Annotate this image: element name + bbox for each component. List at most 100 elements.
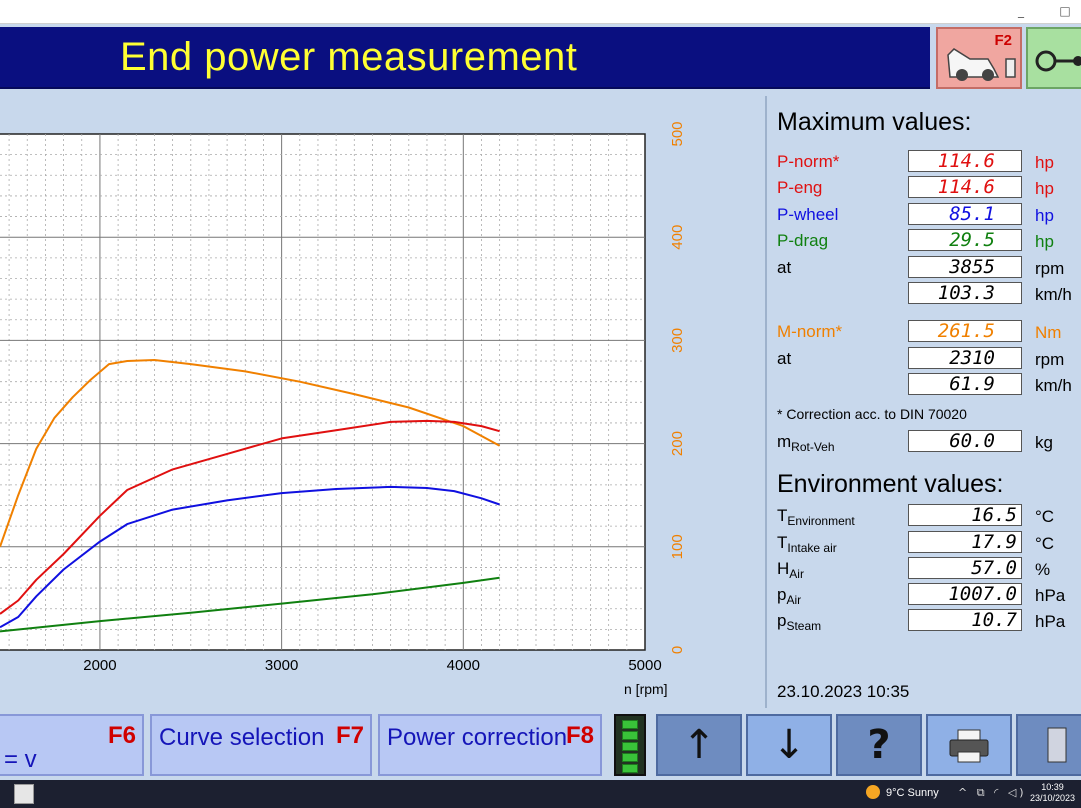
p-norm-label: P-norm* (777, 152, 840, 171)
y2-tick-label: 300 (669, 328, 686, 353)
row-t-env: TEnvironment 16.5 °C (777, 504, 1081, 528)
arrow-up-button[interactable]: ↑ (656, 714, 742, 776)
at-rpm-value: 3855 (908, 256, 1022, 278)
p-drag-value: 29.5 (908, 229, 1022, 251)
row-p-wheel: P-wheel 85.1 hp (777, 203, 1081, 227)
f6-sub-label: = v (4, 746, 37, 773)
series-line-p_wheel (0, 485, 500, 629)
p-steam-label: pSteam (777, 611, 822, 633)
series-line-p_drag (0, 576, 500, 633)
speed-2-unit: km/h (1035, 376, 1072, 395)
values-panel: Maximum values: P-norm* 114.6 hp P-eng 1… (765, 96, 1081, 708)
x-tick-label: 3000 (265, 657, 298, 674)
at-rpm-2-label: at (777, 349, 792, 368)
p-norm-value: 114.6 (908, 150, 1022, 172)
row-p-eng: P-eng 114.6 hp (777, 176, 1081, 200)
f6-key-label: F6 (107, 722, 136, 749)
h-air-value: 57.0 (908, 557, 1022, 579)
x-tick-label: 2000 (83, 657, 116, 674)
maximize-button[interactable]: □ (1059, 4, 1071, 18)
exit-button[interactable] (1016, 714, 1081, 776)
row-t-intake: TIntake air 17.9 °C (777, 531, 1081, 555)
chart-panel: 2000 3000 4000 5000 0 100 200 300 400 500 n [rpm] (0, 96, 761, 708)
curve-selection-button[interactable]: Curve selection F7 (150, 714, 372, 776)
speed-2-value: 61.9 (908, 373, 1022, 395)
arrow-down-icon: ↓ (772, 722, 806, 768)
meter-segment (622, 742, 638, 751)
level-meter (614, 714, 646, 776)
row-p-steam: pSteam 10.7 hPa (777, 609, 1081, 633)
m-rot-label: mRot-Veh (777, 432, 835, 454)
meter-segment (622, 753, 638, 762)
t-intake-label: TIntake air (777, 533, 837, 555)
print-button[interactable] (926, 714, 1012, 776)
p-steam-unit: hPa (1035, 612, 1066, 631)
f6-button[interactable]: F6 = v (0, 714, 144, 776)
m-norm-value: 261.5 (908, 320, 1022, 342)
f2-key-label: F2 (994, 32, 1012, 49)
arrow-up-icon: ↑ (682, 722, 716, 768)
meter-segment (622, 731, 638, 740)
y2-tick-label: 400 (669, 225, 686, 250)
p-wheel-value: 85.1 (908, 203, 1022, 225)
minimize-button[interactable]: _ (1018, 4, 1024, 18)
weather-icon (866, 785, 880, 799)
curve-selection-label: Curve selection (159, 724, 325, 751)
window-strip: _ □ (0, 0, 1081, 24)
h-air-unit: % (1035, 560, 1051, 579)
p-eng-value: 114.6 (908, 176, 1022, 198)
taskbar: 9°C Sunny ^ ⧉ ◜ ◁) 10:39 23/10/2023 (0, 780, 1081, 808)
p-air-value: 1007.0 (908, 583, 1022, 605)
weather-text[interactable]: 9°C Sunny (886, 787, 939, 799)
p-drag-unit: hp (1035, 232, 1054, 251)
help-icon: ? (867, 722, 891, 768)
row-m-norm: M-norm* 261.5 Nm (777, 320, 1081, 344)
t-intake-value: 17.9 (908, 531, 1022, 553)
series-line-p_norm (0, 419, 500, 615)
row-p-drag: P-drag 29.5 hp (777, 229, 1081, 253)
x-tick-label: 5000 (628, 657, 661, 674)
f2-vehicle-button[interactable]: F2 (936, 27, 1022, 89)
at-rpm-2-value: 2310 (908, 347, 1022, 369)
y2-tick-label: 100 (669, 534, 686, 559)
page-title: End power measurement (120, 35, 578, 79)
h-air-label: HAir (777, 559, 804, 581)
m-rot-unit: kg (1035, 433, 1053, 452)
app-taskbar-icon[interactable] (14, 784, 34, 804)
plot-area (0, 133, 646, 651)
taskbar-time: 10:39 (1041, 782, 1064, 792)
maximum-values-title: Maximum values: (777, 108, 972, 136)
p-air-unit: hPa (1035, 586, 1066, 605)
connector-icon (1035, 50, 1081, 72)
row-h-air: HAir 57.0 % (777, 557, 1081, 581)
car-icon (947, 48, 1016, 81)
m-norm-label: M-norm* (777, 322, 843, 341)
correction-note: * Correction acc. to DIN 70020 (777, 406, 967, 422)
power-correction-button[interactable]: Power correction F8 (378, 714, 602, 776)
row-p-norm: P-norm* 114.6 hp (777, 150, 1081, 174)
help-button[interactable]: ? (836, 714, 922, 776)
meter-segment (622, 720, 638, 729)
m-norm-unit: Nm (1035, 323, 1062, 342)
t-env-unit: °C (1035, 507, 1055, 526)
title-bar: End power measurement (0, 27, 930, 89)
connection-button[interactable] (1026, 27, 1081, 89)
at-rpm-label: at (777, 258, 792, 277)
x-tick-label: 4000 (447, 657, 480, 674)
row-m-rot: mRot-Veh 60.0 kg (777, 430, 1081, 454)
p-norm-unit: hp (1035, 153, 1054, 172)
at-rpm-unit: rpm (1035, 259, 1065, 278)
series-line-torque (0, 359, 501, 548)
p-air-label: pAir (777, 585, 802, 607)
p-steam-value: 10.7 (908, 609, 1022, 631)
meter-segment (622, 764, 638, 773)
row-at-rpm: at 3855 rpm (777, 256, 1081, 280)
y2-tick-label: 200 (669, 431, 686, 456)
taskbar-clock[interactable]: 10:39 23/10/2023 (1030, 782, 1075, 804)
system-tray-icons[interactable]: ^ ⧉ ◜ ◁) (958, 786, 1027, 799)
arrow-down-button[interactable]: ↓ (746, 714, 832, 776)
row-at-rpm-2: at 2310 rpm (777, 347, 1081, 371)
function-key-bar: F6 = v Curve selection F7 Power correcti… (0, 710, 1081, 778)
p-drag-label: P-drag (777, 231, 829, 250)
